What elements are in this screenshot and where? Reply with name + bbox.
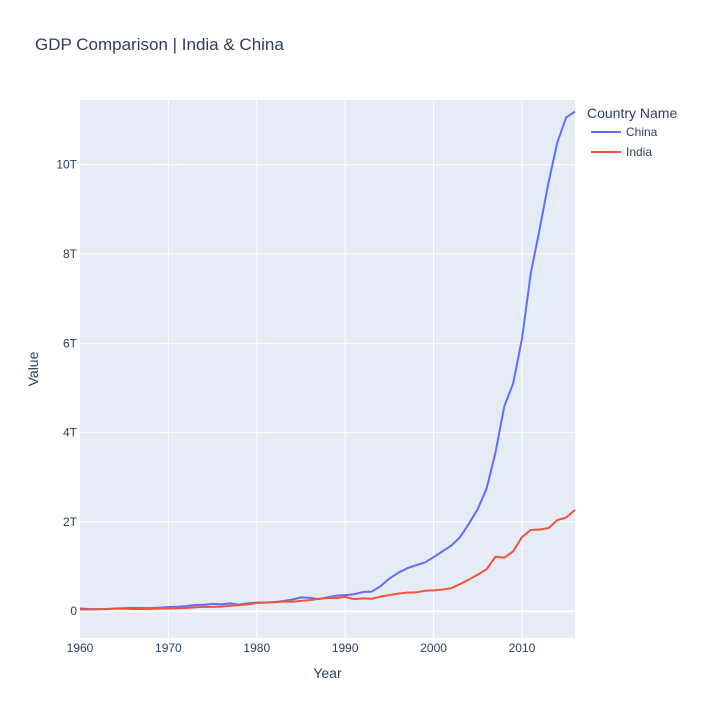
y-tick-label: 0 [70,604,77,618]
legend-label: China [626,125,658,139]
y-tick-label: 10T [56,158,77,172]
x-axis-title: Year [313,665,342,681]
x-tick-label: 1990 [332,641,359,655]
y-tick-label: 2T [63,515,78,529]
grid-lines [80,100,575,638]
x-tick-label: 1970 [155,641,182,655]
legend-title: Country Name [587,105,677,121]
y-tick-label: 8T [63,247,78,261]
series-lines [79,110,576,611]
x-tick-label: 1980 [243,641,270,655]
legend: Country Name China India [587,105,677,159]
series-line-india [79,509,576,611]
y-tick-label: 4T [63,426,78,440]
plot-area [80,100,575,638]
x-tick-label: 2000 [420,641,447,655]
legend-item-india[interactable]: India [591,145,652,159]
y-axis-title: Value [25,351,41,386]
y-tick-label: 6T [63,336,78,350]
chart-title: GDP Comparison | India & China [35,35,284,54]
x-axis-ticks: 1960 1970 1980 1990 2000 2010 [67,641,536,655]
legend-item-china[interactable]: China [591,125,658,139]
x-tick-label: 2010 [509,641,536,655]
y-axis-ticks: 0 2T 4T 6T 8T 10T [56,158,77,618]
legend-label: India [626,145,652,159]
x-tick-label: 1960 [67,641,94,655]
